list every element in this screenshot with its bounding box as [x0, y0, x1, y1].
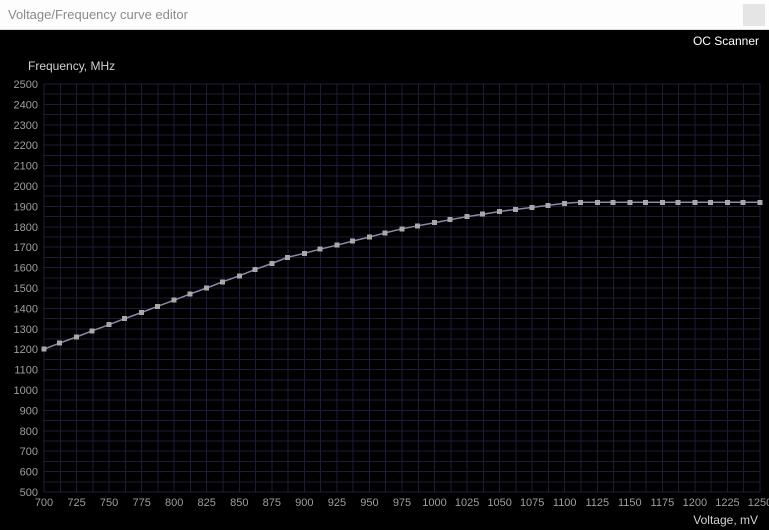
svg-text:725: 725 — [67, 497, 85, 509]
vf-curve-point[interactable] — [513, 207, 518, 212]
vf-curve-point[interactable] — [610, 200, 615, 205]
vf-curve-point[interactable] — [660, 200, 665, 205]
vf-curve-point[interactable] — [285, 255, 290, 260]
vf-curve-point[interactable] — [627, 200, 632, 205]
svg-text:825: 825 — [198, 497, 216, 509]
svg-text:1400: 1400 — [14, 303, 38, 315]
svg-text:1000: 1000 — [14, 385, 38, 397]
svg-text:600: 600 — [20, 467, 38, 479]
vf-curve-point[interactable] — [204, 286, 209, 291]
svg-text:700: 700 — [20, 446, 38, 458]
svg-text:975: 975 — [393, 497, 411, 509]
svg-text:1100: 1100 — [14, 365, 38, 377]
vf-curve-point[interactable] — [400, 226, 405, 231]
svg-text:1125: 1125 — [585, 497, 609, 509]
svg-text:1900: 1900 — [14, 201, 38, 213]
svg-text:850: 850 — [230, 497, 248, 509]
vf-curve-point[interactable] — [122, 316, 127, 321]
svg-text:750: 750 — [100, 497, 118, 509]
vf-curve-point[interactable] — [676, 200, 681, 205]
vf-curve-point[interactable] — [302, 251, 307, 256]
vf-curve-point[interactable] — [74, 335, 79, 340]
svg-text:1600: 1600 — [14, 263, 38, 275]
vf-curve-point[interactable] — [334, 243, 339, 248]
vf-curve-point[interactable] — [155, 304, 160, 309]
svg-text:775: 775 — [132, 497, 150, 509]
window-title: Voltage/Frequency curve editor — [8, 7, 188, 22]
vf-curve-point[interactable] — [432, 220, 437, 225]
svg-text:875: 875 — [263, 497, 281, 509]
svg-text:1175: 1175 — [651, 497, 675, 509]
svg-text:1150: 1150 — [618, 497, 642, 509]
vf-curve-point[interactable] — [172, 298, 177, 303]
vf-curve-point[interactable] — [42, 347, 47, 352]
vf-curve-point[interactable] — [367, 235, 372, 240]
close-button[interactable] — [743, 4, 765, 26]
vf-curve-point[interactable] — [562, 201, 567, 206]
svg-text:1000: 1000 — [422, 497, 446, 509]
vf-curve-point[interactable] — [57, 341, 62, 346]
vf-curve-point[interactable] — [578, 200, 583, 205]
svg-text:1025: 1025 — [455, 497, 479, 509]
svg-text:1300: 1300 — [14, 324, 38, 336]
vf-curve-point[interactable] — [220, 279, 225, 284]
vf-curve-point[interactable] — [708, 200, 713, 205]
svg-text:1225: 1225 — [715, 497, 739, 509]
vf-curve-point[interactable] — [139, 310, 144, 315]
vf-curve-point[interactable] — [269, 261, 274, 266]
svg-text:1200: 1200 — [683, 497, 707, 509]
toolbar: OC Scanner — [0, 30, 769, 52]
vf-curve-point[interactable] — [107, 322, 112, 327]
titlebar: Voltage/Frequency curve editor — [0, 0, 769, 30]
vf-curve-point[interactable] — [595, 200, 600, 205]
vf-curve-point[interactable] — [741, 200, 746, 205]
vf-curve-point[interactable] — [448, 217, 453, 222]
y-axis-title: Frequency, MHz — [28, 59, 115, 73]
vf-curve-point[interactable] — [350, 239, 355, 244]
vf-curve-point[interactable] — [465, 214, 470, 219]
vf-curve-point[interactable] — [480, 212, 485, 217]
vf-curve-point[interactable] — [545, 203, 550, 208]
vf-curve-point[interactable] — [90, 328, 95, 333]
svg-text:2400: 2400 — [14, 99, 38, 111]
x-axis-title: Voltage, mV — [693, 513, 758, 527]
svg-text:2300: 2300 — [14, 120, 38, 132]
svg-text:2500: 2500 — [14, 79, 38, 91]
vf-curve-point[interactable] — [383, 230, 388, 235]
vf-curve-point[interactable] — [530, 205, 535, 210]
svg-text:925: 925 — [328, 497, 346, 509]
svg-text:2100: 2100 — [14, 161, 38, 173]
vf-curve-point[interactable] — [187, 292, 192, 297]
svg-text:800: 800 — [20, 426, 38, 438]
svg-text:1200: 1200 — [14, 344, 38, 356]
vf-curve-point[interactable] — [237, 273, 242, 278]
vf-curve-point[interactable] — [415, 223, 420, 228]
vf-curve-point[interactable] — [758, 200, 763, 205]
vf-curve-point[interactable] — [252, 267, 257, 272]
vf-curve-point[interactable] — [643, 200, 648, 205]
svg-text:1075: 1075 — [520, 497, 544, 509]
svg-text:950: 950 — [360, 497, 378, 509]
svg-text:900: 900 — [295, 497, 313, 509]
vf-curve-point[interactable] — [318, 247, 323, 252]
svg-text:2000: 2000 — [14, 181, 38, 193]
oc-scanner-button[interactable]: OC Scanner — [693, 34, 759, 48]
vf-curve-point[interactable] — [692, 200, 697, 205]
svg-text:1800: 1800 — [14, 222, 38, 234]
svg-text:2200: 2200 — [14, 140, 38, 152]
vf-curve-point[interactable] — [497, 209, 502, 214]
svg-text:800: 800 — [165, 497, 183, 509]
svg-text:900: 900 — [20, 405, 38, 417]
vf-curve-point[interactable] — [725, 200, 730, 205]
svg-text:1700: 1700 — [14, 242, 38, 254]
svg-text:1250: 1250 — [748, 497, 769, 509]
vf-curve-chart[interactable]: 5006007008009001000110012001300140015001… — [0, 52, 769, 530]
svg-text:700: 700 — [35, 497, 53, 509]
svg-text:1500: 1500 — [14, 283, 38, 295]
svg-text:1100: 1100 — [553, 497, 577, 509]
svg-text:1050: 1050 — [487, 497, 511, 509]
